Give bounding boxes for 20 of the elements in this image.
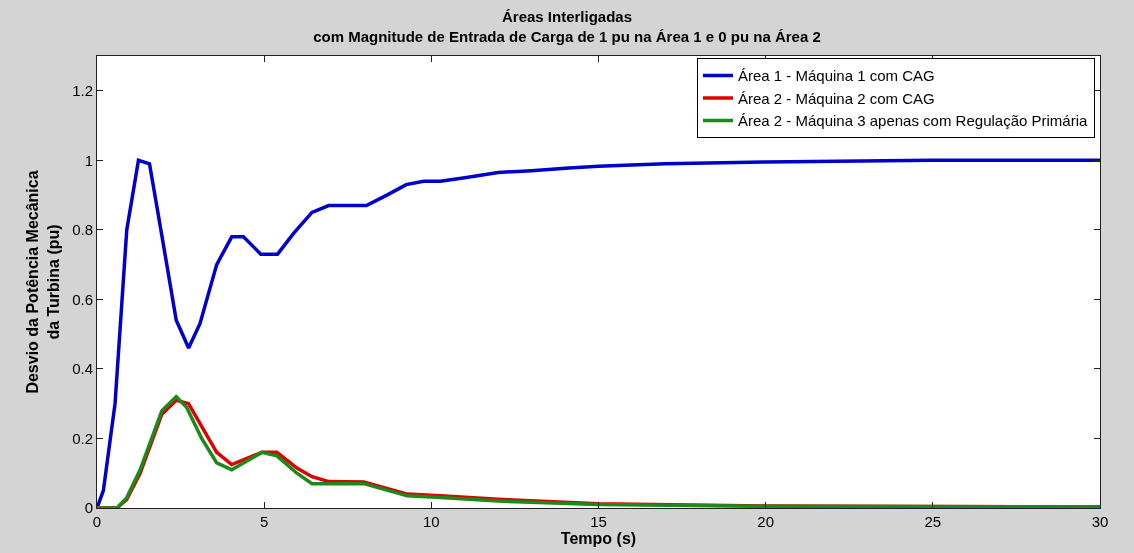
x-tick-label: 20 xyxy=(757,513,775,530)
y-tick-label: 0 xyxy=(84,499,93,517)
x-tick-label: 30 xyxy=(1091,513,1109,530)
y-tick-label: 0.6 xyxy=(72,290,93,308)
x-axis-title: Tempo (s) xyxy=(560,530,637,547)
y-tick-label: 0.8 xyxy=(72,221,93,239)
chart-title: Áreas Interligadas com Magnitude de Entrada de Carga de 1 pu na Área 1 e 0 pu na Área 2 xyxy=(313,8,821,45)
legend-label: Área 2 - Máquina 2 com CAG xyxy=(737,89,935,107)
y-tick-label: 0.2 xyxy=(72,429,93,447)
y-tick-label: 1 xyxy=(84,151,93,169)
x-tick-label: 25 xyxy=(924,513,942,530)
y-axis-title: Desvio da Potência Mecânica da Turbina (pu) xyxy=(24,170,63,394)
y-tick-label: 1.2 xyxy=(72,82,93,100)
legend-label: Área 2 - Máquina 3 apenas com Regulação Primária xyxy=(737,112,1088,130)
legend-label: Área 1 - Máquina 1 com CAG xyxy=(737,67,935,85)
y-tick-label: 0.4 xyxy=(72,360,93,378)
x-tick-label: 10 xyxy=(422,513,440,530)
line-series xyxy=(97,158,1100,508)
x-tick-label: 15 xyxy=(590,513,607,530)
x-tick-label: 5 xyxy=(260,513,269,530)
